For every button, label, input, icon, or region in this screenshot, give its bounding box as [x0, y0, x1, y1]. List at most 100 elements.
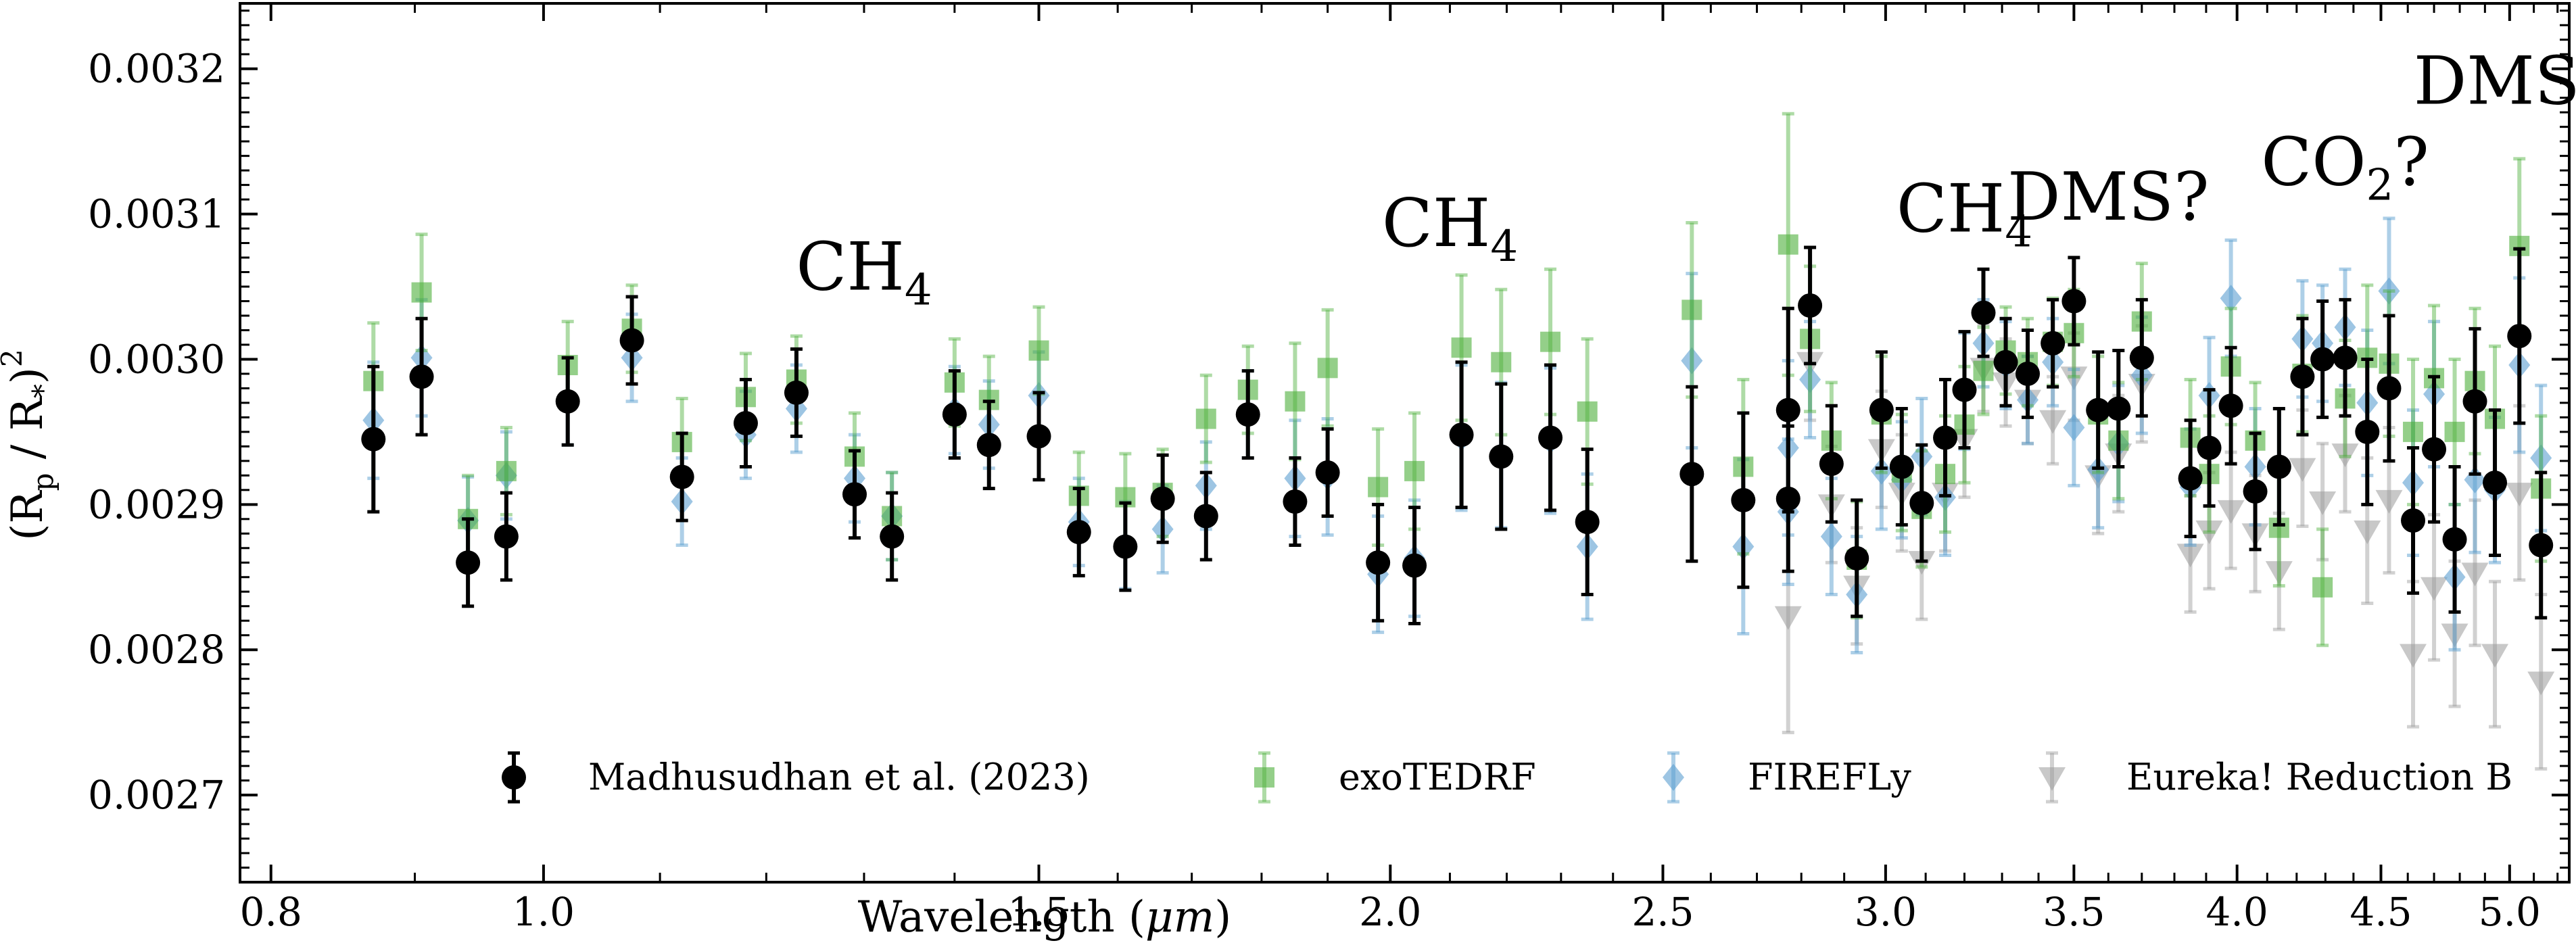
legend-marker: [2038, 767, 2066, 791]
point-marker: [2462, 389, 2487, 414]
data-point: [1026, 391, 1051, 482]
point-marker: [1577, 401, 1598, 422]
x-tick-label: 5.0: [2479, 889, 2541, 935]
point-marker: [619, 328, 644, 353]
point-marker: [2331, 443, 2359, 468]
point-marker: [1909, 491, 1934, 516]
point-marker: [976, 433, 1001, 458]
data-point: [619, 295, 644, 386]
point-marker: [1973, 360, 1994, 381]
legend-label: exoTEDRF: [1339, 756, 1536, 798]
point-marker: [2530, 444, 2552, 472]
data-point: [2420, 512, 2448, 662]
point-marker: [2420, 577, 2448, 601]
point-marker: [2217, 500, 2245, 524]
data-point: [2197, 388, 2222, 508]
point-marker: [1402, 553, 1427, 578]
point-marker: [1404, 460, 1425, 481]
point-marker: [361, 427, 386, 452]
data-point: [1402, 506, 1427, 626]
data-point: [1819, 404, 1844, 524]
legend-marker: [1254, 767, 1274, 788]
point-marker: [2195, 521, 2223, 544]
legend-entry: Madhusudhan et al. (2023): [502, 751, 1090, 804]
y-tick-label: 0.0031: [88, 191, 225, 237]
data-point: [1775, 424, 1800, 573]
point-marker: [2354, 521, 2381, 544]
point-marker: [1993, 349, 2018, 374]
annotation-label: DMS?: [2414, 43, 2576, 120]
legend-entry: Eureka! Reduction B: [2038, 751, 2512, 804]
point-marker: [2061, 289, 2086, 314]
point-marker: [784, 380, 809, 405]
point-marker: [1538, 425, 1563, 450]
point-marker: [1113, 534, 1138, 559]
point-marker: [2400, 644, 2427, 668]
point-marker: [2197, 435, 2222, 460]
data-point: [1844, 498, 1869, 619]
point-marker: [1575, 510, 1600, 535]
data-point: [2422, 374, 2447, 524]
point-marker: [1681, 299, 1702, 320]
y-tick-label: 0.0029: [88, 481, 225, 527]
axes: 0.8 1.0 1.5 2.0 2.5 3.0 3.5 4.0 4.5 5.0 0.0027 0.00…: [88, 2, 2571, 935]
data-point: [494, 491, 519, 582]
legend-entry: exoTEDRF: [1254, 751, 1536, 804]
point-marker: [1971, 300, 1996, 325]
data-point: [2041, 297, 2066, 389]
data-point: [1150, 453, 1175, 544]
x-tick-label: 2.5: [1631, 889, 1694, 935]
annotation-label: CH4: [796, 228, 932, 315]
data-point: [2290, 316, 2315, 437]
data-point: [2243, 431, 2268, 552]
point-marker: [2333, 345, 2358, 370]
point-marker: [1195, 408, 1216, 429]
x-axis-label: Wavelength (μm): [858, 892, 1231, 942]
data-point: [669, 431, 694, 523]
data-point: [2312, 527, 2333, 648]
point-marker: [2481, 644, 2509, 668]
point-marker: [2506, 483, 2533, 507]
point-marker: [1774, 606, 1802, 630]
point-marker: [2106, 396, 2131, 421]
point-marker: [2266, 454, 2291, 479]
data-point: [1971, 267, 1996, 358]
point-marker: [411, 282, 432, 303]
x-tick-label: 0.8: [240, 889, 302, 935]
point-marker: [2290, 364, 2315, 389]
point-marker: [2377, 376, 2402, 401]
data-point: [1193, 470, 1218, 562]
data-point: [2106, 349, 2131, 468]
point-marker: [2243, 479, 2268, 504]
data-point: [1489, 382, 1514, 531]
point-marker: [2527, 671, 2555, 696]
point-marker: [2403, 421, 2424, 442]
point-marker: [2507, 324, 2532, 349]
point-marker: [1235, 402, 1260, 427]
data-point: [2310, 299, 2335, 419]
y-tick-label: 0.0030: [88, 336, 225, 382]
point-marker: [733, 410, 758, 435]
data-point: [2333, 297, 2358, 418]
x-tick-label: 4.5: [2350, 889, 2412, 935]
legend-marker: [502, 765, 526, 790]
data-point: [1538, 363, 1563, 512]
point-marker: [555, 389, 580, 414]
point-marker: [2220, 285, 2242, 312]
legend-entry: FIREFLy: [1663, 751, 1911, 804]
data-point: [2309, 441, 2337, 562]
data-point: [2529, 470, 2554, 620]
point-marker: [2442, 527, 2467, 552]
point-marker: [942, 402, 967, 427]
point-marker: [1952, 377, 1977, 402]
point-marker: [2041, 331, 2066, 356]
data-point: [1317, 308, 1338, 428]
data-point: [456, 517, 481, 608]
point-marker: [1283, 489, 1308, 514]
point-marker: [1315, 460, 1340, 485]
data-point: [2063, 367, 2085, 487]
x-tick-label: 3.5: [2043, 889, 2105, 935]
point-marker: [2218, 393, 2243, 418]
data-point: [1283, 456, 1308, 547]
point-marker: [1150, 486, 1175, 511]
